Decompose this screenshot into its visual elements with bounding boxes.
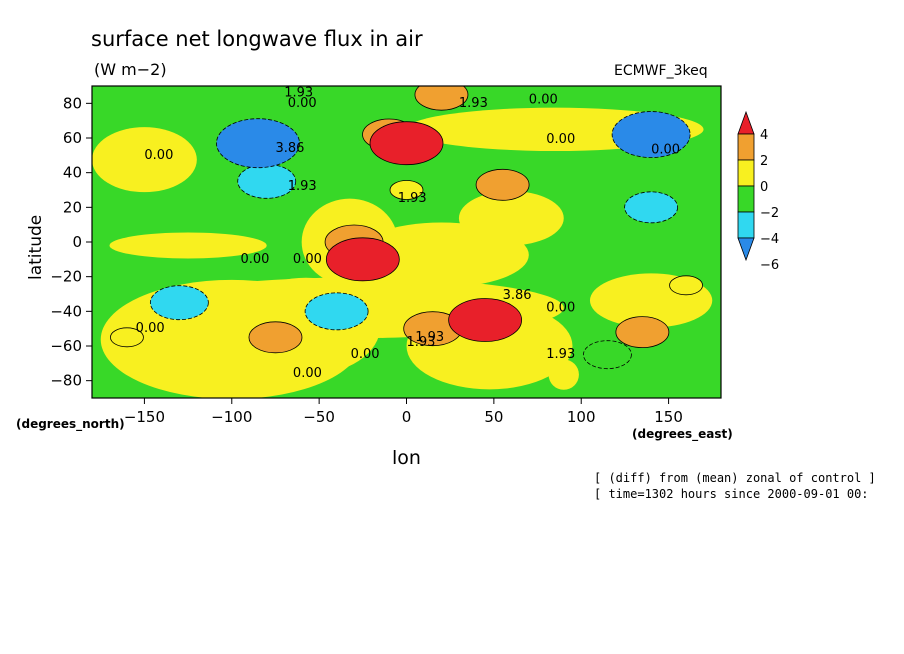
y-axis-label: latitude — [26, 215, 46, 280]
x-tick-label: 0 — [402, 408, 412, 426]
x-axis-label: lon — [392, 447, 421, 469]
contour-region — [369, 121, 444, 166]
contour-region — [475, 168, 530, 201]
x-tick-label: 150 — [654, 408, 683, 426]
contour-band — [458, 191, 564, 246]
contour-region — [448, 298, 523, 342]
colorbar-swatch — [737, 237, 755, 262]
annotation-diff: [ (diff) from (mean) zonal of control ] — [594, 471, 876, 485]
colorbar-label: 0 — [760, 180, 768, 195]
contour-label: 0.00 — [546, 300, 575, 315]
contour-label: 0.00 — [529, 92, 558, 107]
chart-title: surface net longwave flux in air — [91, 27, 423, 51]
y-tick-label: 80 — [63, 94, 82, 112]
contour-label: 0.00 — [293, 366, 322, 381]
contour-label: 0.00 — [241, 252, 270, 267]
chart-units: (W m−2) — [94, 60, 167, 79]
contour-region — [615, 316, 670, 349]
colorbar-swatch — [737, 159, 755, 187]
annotation-time: [ time=1302 hours since 2000-09-01 00: — [594, 487, 869, 501]
contour-region — [583, 340, 632, 370]
x-axis-units: (degrees_east) — [632, 427, 733, 442]
y-tick-label: −80 — [50, 372, 82, 390]
contour-label: 0.00 — [651, 143, 680, 158]
contour-region — [216, 118, 300, 169]
contour-region — [110, 327, 144, 348]
y-tick-label: 0 — [72, 233, 82, 251]
plot-area: 1.930.00 1.93 0.000.00 3.861.930.001.930.00… — [92, 85, 721, 398]
contour-region — [669, 275, 703, 296]
contour-region — [611, 111, 691, 158]
colorbar: 4 2 0 −2 −4 −6 — [737, 110, 779, 273]
contour-region — [304, 292, 369, 331]
y-tick-label: −20 — [50, 268, 82, 286]
colorbar-swatch — [737, 110, 755, 135]
contour-label: 3.86 — [503, 288, 532, 303]
colorbar-label: −2 — [760, 206, 779, 221]
contour-label: 1.93 — [407, 335, 436, 350]
colorbar-swatch — [737, 185, 755, 213]
contour-label: 1.93 — [546, 347, 575, 362]
contour-label: 1.93 — [415, 330, 444, 345]
contour-label: 0.00 — [546, 132, 575, 147]
y-tick-label: 20 — [63, 198, 82, 216]
contour-label: 1.93 — [398, 191, 427, 206]
contour-region — [325, 237, 400, 282]
contour-label: 1.93 — [284, 85, 313, 100]
contour-band — [92, 127, 197, 193]
contour-label: 0.00 — [136, 321, 165, 336]
contour-band — [109, 232, 267, 259]
contour-label: 3.86 — [275, 141, 304, 156]
colorbar-label: 4 — [760, 128, 768, 143]
y-tick-label: −40 — [50, 302, 82, 320]
colorbar-label: 2 — [760, 154, 768, 169]
colorbar-swatch — [737, 133, 755, 161]
contour-label: 0.00 — [144, 148, 173, 163]
colorbar-label: −4 — [760, 232, 779, 247]
colorbar-swatch — [737, 211, 755, 239]
x-tick-label: −150 — [124, 408, 165, 426]
contour-label: 0.00 — [293, 252, 322, 267]
contour-region — [149, 285, 209, 321]
contour-region — [414, 86, 469, 111]
contour-label: 0.00 — [288, 96, 317, 111]
x-tick-label: 50 — [484, 408, 503, 426]
x-tick-label: 100 — [567, 408, 596, 426]
y-tick-label: −60 — [50, 337, 82, 355]
model-label: ECMWF_3keq — [614, 63, 708, 79]
x-tick-label: −100 — [211, 408, 252, 426]
contour-region — [389, 180, 424, 200]
x-tick-label: −50 — [303, 408, 335, 426]
contour-label: 1.93 — [288, 179, 317, 194]
contour-region — [624, 191, 679, 224]
colorbar-label: −6 — [760, 258, 779, 273]
contour-region — [248, 321, 303, 354]
contour-label: 1.93 — [459, 96, 488, 111]
y-axis-units: (degrees_north) — [16, 417, 125, 432]
y-tick-label: 60 — [63, 129, 82, 147]
contour-label: 0.00 — [351, 347, 380, 362]
y-tick-label: 40 — [63, 164, 82, 182]
